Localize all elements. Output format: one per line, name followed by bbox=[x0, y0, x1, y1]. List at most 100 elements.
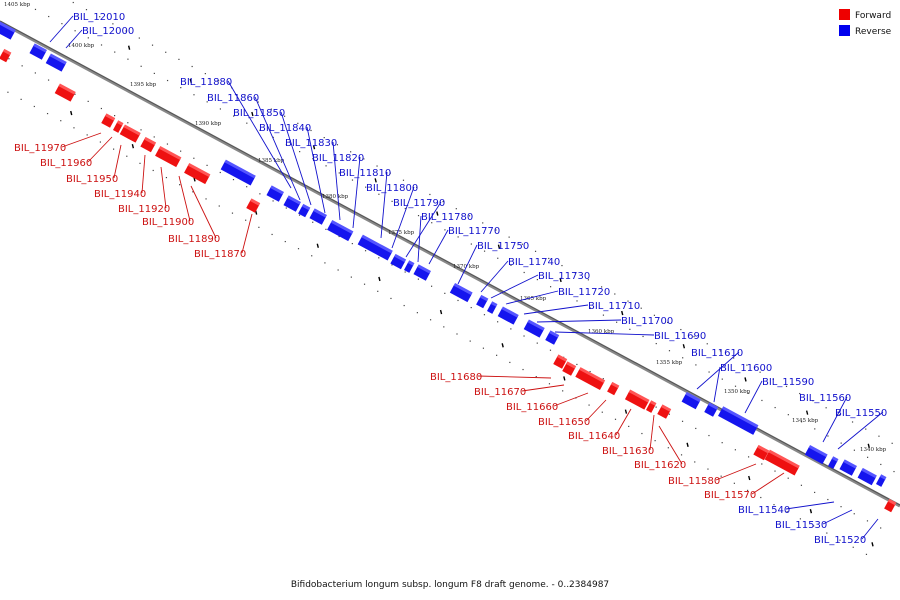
reverse-label: BIL_11840 bbox=[259, 123, 311, 134]
forward-gene-box-top bbox=[661, 404, 672, 412]
major-tick bbox=[871, 542, 874, 547]
guide-dot bbox=[219, 171, 221, 174]
legend-forward-label: Forward bbox=[855, 11, 891, 21]
reverse-leader-line bbox=[391, 186, 415, 249]
guide-dot bbox=[667, 447, 669, 449]
guide-dot bbox=[298, 214, 301, 216]
guide-dot bbox=[813, 525, 815, 527]
guide-dot bbox=[325, 228, 327, 230]
guide-dot bbox=[114, 115, 116, 117]
reverse-gene-box-top bbox=[490, 301, 498, 307]
guide-dot bbox=[350, 276, 352, 278]
major-tick bbox=[559, 277, 562, 283]
major-tick bbox=[624, 409, 628, 414]
forward-leader-line bbox=[751, 472, 785, 495]
major-tick bbox=[127, 45, 131, 50]
guide-dot bbox=[785, 385, 788, 388]
guide-dot bbox=[46, 112, 49, 115]
forward-label: BIL_11620 bbox=[634, 460, 686, 471]
forward-gene-box-top bbox=[649, 400, 657, 406]
forward-leader-line bbox=[241, 213, 253, 254]
reverse-leader-line bbox=[837, 411, 884, 450]
reverse-gene-box bbox=[390, 253, 407, 270]
guide-dot bbox=[430, 285, 433, 287]
major-tick bbox=[744, 377, 747, 382]
guide-dot bbox=[402, 179, 405, 181]
guide-dot bbox=[535, 376, 537, 378]
guide-dot bbox=[442, 200, 444, 203]
forward-leader-line bbox=[190, 185, 217, 239]
guide-dot bbox=[616, 321, 618, 323]
guide-dot bbox=[786, 511, 788, 513]
major-tick bbox=[189, 78, 192, 84]
guide-dot bbox=[681, 420, 684, 422]
reverse-gene-box bbox=[523, 319, 545, 338]
guide-dot bbox=[139, 162, 141, 164]
guide-dot bbox=[297, 122, 299, 124]
guide-dot bbox=[654, 440, 656, 442]
forward-label: BIL_11970 bbox=[14, 143, 66, 154]
reverse-leader-line bbox=[380, 171, 388, 239]
guide-dot bbox=[204, 73, 206, 75]
guide-dot bbox=[246, 186, 248, 188]
guide-dot bbox=[85, 9, 88, 11]
forward-label: BIL_11680 bbox=[430, 372, 482, 383]
guide-dot bbox=[365, 186, 367, 188]
guide-dot bbox=[641, 432, 643, 435]
reverse-leader-line bbox=[536, 319, 622, 323]
guide-dot bbox=[589, 307, 591, 309]
forward-gene-box-top bbox=[557, 354, 568, 362]
guide-dot bbox=[192, 191, 194, 193]
reverse-gene-box-top bbox=[501, 306, 519, 318]
reverse-leader-line bbox=[417, 215, 422, 263]
guide-dot bbox=[431, 222, 433, 224]
reverse-gene-box-body bbox=[0, 23, 15, 40]
reverse-gene-box-body bbox=[220, 161, 255, 186]
guide-dot bbox=[719, 350, 722, 352]
guide-dot bbox=[840, 506, 842, 508]
guide-dot bbox=[444, 292, 446, 294]
forward-gene-box-body bbox=[184, 164, 210, 185]
reverse-gene-box bbox=[545, 330, 560, 345]
guide-dot bbox=[839, 539, 841, 541]
forward-gene-box-body bbox=[119, 126, 140, 143]
reverse-gene-box bbox=[681, 391, 701, 410]
major-tick bbox=[436, 211, 439, 216]
reverse-gene-box-top bbox=[330, 220, 354, 235]
guide-dot bbox=[8, 58, 10, 60]
forward-label: BIL_11870 bbox=[194, 249, 246, 260]
guide-dot bbox=[217, 80, 220, 82]
guide-dot bbox=[655, 406, 657, 408]
reverse-label: BIL_11550 bbox=[835, 408, 887, 419]
guide-dot bbox=[866, 456, 869, 458]
reverse-gene-box-top bbox=[479, 294, 489, 302]
guide-dot bbox=[469, 340, 471, 342]
guide-dot bbox=[893, 470, 895, 473]
guide-dot bbox=[112, 148, 115, 150]
reverse-gene-box bbox=[327, 220, 354, 242]
guide-dot bbox=[534, 250, 537, 252]
kbp-label: 1395 kbp bbox=[130, 82, 157, 88]
guide-dot bbox=[233, 115, 235, 117]
guide-dot bbox=[152, 169, 154, 172]
guide-dot bbox=[259, 193, 261, 195]
major-tick bbox=[686, 442, 689, 447]
reverse-label: BIL_12010 bbox=[73, 12, 125, 23]
guide-dot bbox=[840, 442, 842, 444]
reverse-gene-box-body bbox=[718, 407, 758, 435]
guide-dot bbox=[180, 150, 182, 152]
guide-dot bbox=[456, 333, 458, 335]
guide-dot bbox=[576, 363, 578, 366]
major-tick bbox=[809, 508, 813, 514]
reverse-leader-line bbox=[480, 260, 509, 293]
guide-dot bbox=[470, 306, 472, 309]
guide-dot bbox=[721, 442, 723, 444]
guide-dot bbox=[668, 350, 671, 352]
guide-dot bbox=[127, 122, 129, 124]
guide-dot bbox=[206, 101, 208, 103]
guide-dot bbox=[720, 475, 722, 477]
guide-dot bbox=[483, 314, 486, 316]
reverse-label: BIL_11780 bbox=[421, 212, 473, 223]
guide-dot bbox=[417, 278, 419, 280]
